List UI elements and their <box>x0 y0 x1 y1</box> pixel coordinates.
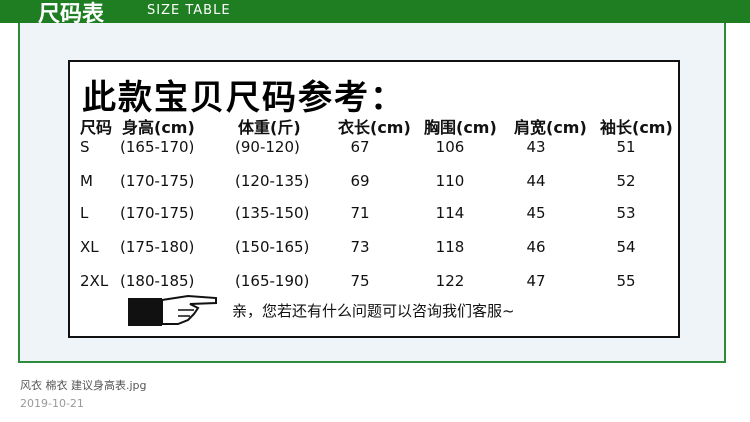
table-cell: 114 <box>435 204 465 222</box>
table-cell: 54 <box>616 238 636 256</box>
table-cell: 45 <box>526 204 546 222</box>
pointing-hand-icon <box>128 294 217 326</box>
table-note: 亲，您若还有什么问题可以咨询我们客服~ <box>232 302 515 320</box>
table-cell: 73 <box>350 238 370 256</box>
table-cell: 53 <box>616 204 636 222</box>
table-cell: 47 <box>526 272 546 290</box>
table-cell: (170-175) <box>120 172 195 190</box>
table-title: 此款宝贝尺码参考： <box>82 78 406 118</box>
table-cell: 110 <box>435 172 465 190</box>
header-bar: 尺码表 SIZE TABLE <box>0 0 750 27</box>
column-header: 尺码 <box>80 118 113 137</box>
table-cell: XL <box>80 238 99 256</box>
table-cell: 55 <box>616 272 636 290</box>
table-cell: 67 <box>350 138 370 156</box>
table-cell: (175-180) <box>120 238 195 256</box>
table-cell: (170-175) <box>120 204 195 222</box>
table-cell: (120-135) <box>235 172 310 190</box>
table-cell: 122 <box>435 272 465 290</box>
table-cell: 43 <box>526 138 546 156</box>
table-cell: 71 <box>350 204 370 222</box>
size-card: 此款宝贝尺码参考： 亲，您若还有什么问题可以咨询我们客服~ 尺码 身高(cm) 体重… <box>68 60 680 338</box>
caption-filename: 风衣 棉衣 建议身高表.jpg <box>20 379 147 392</box>
table-cell: 106 <box>435 138 465 156</box>
column-header: 身高(cm) <box>122 118 195 137</box>
table-cell: 75 <box>350 272 370 290</box>
caption-date: 2019-10-21 <box>20 397 84 410</box>
table-cell: 118 <box>435 238 465 256</box>
table-cell: (150-165) <box>235 238 310 256</box>
table-cell: (90-120) <box>235 138 300 156</box>
table-cell: (180-185) <box>120 272 195 290</box>
table-cell: 69 <box>350 172 370 190</box>
header-title: 尺码表 <box>38 2 105 27</box>
table-cell: 2XL <box>80 272 109 290</box>
column-header: 体重(斤) <box>238 118 301 137</box>
table-cell: 46 <box>526 238 546 256</box>
table-cell: (135-150) <box>235 204 310 222</box>
table-cell: (165-170) <box>120 138 195 156</box>
table-cell: S <box>80 138 90 156</box>
table-cell: L <box>80 204 89 222</box>
header-subtitle: SIZE TABLE <box>147 3 231 18</box>
table-cell: M <box>80 172 93 190</box>
column-header: 衣长(cm) <box>338 118 411 137</box>
table-cell: 44 <box>526 172 546 190</box>
column-header: 袖长(cm) <box>600 118 673 137</box>
table-cell: 52 <box>616 172 636 190</box>
column-header: 肩宽(cm) <box>514 118 587 137</box>
table-cell: (165-190) <box>235 272 310 290</box>
table-cell: 51 <box>616 138 636 156</box>
column-header: 胸围(cm) <box>424 118 497 137</box>
